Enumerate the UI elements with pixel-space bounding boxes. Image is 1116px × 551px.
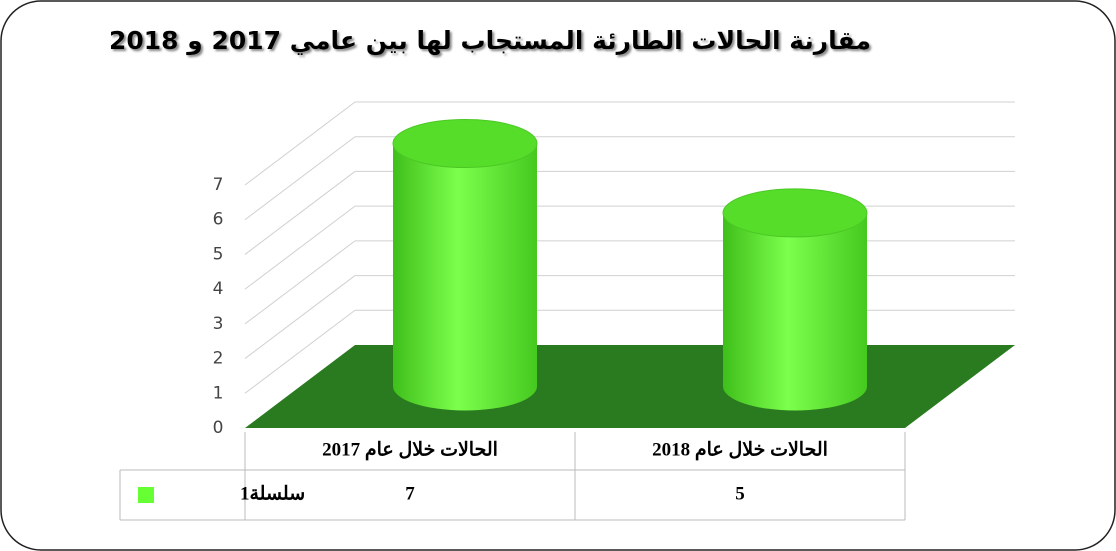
y-tick-label: 3 [213, 314, 224, 334]
y-tick-label: 5 [213, 244, 224, 264]
bar [723, 212, 867, 411]
data-label: 7 [405, 483, 415, 504]
grid-line [244, 275, 356, 359]
grid-line [244, 136, 356, 221]
chart-title: مقارنة الحالات الطارئة المستجاب لها بين … [109, 26, 871, 56]
grid-line [244, 101, 356, 186]
x-tick-label: الحالات خلال عام 2017 [322, 439, 498, 460]
data-label: 5 [735, 483, 745, 504]
grid-line [244, 205, 356, 290]
y-tick-label: 0 [213, 418, 224, 438]
y-tick-label: 6 [213, 210, 224, 230]
y-tick-label: 2 [213, 349, 224, 369]
grid-line [244, 171, 356, 255]
floor [245, 345, 1015, 428]
grid-line [244, 309, 356, 394]
y-tick-label: 1 [213, 383, 224, 403]
bar-top [392, 119, 538, 168]
y-tick-label: 4 [213, 279, 224, 299]
grid-line [244, 240, 356, 325]
bar [393, 143, 537, 411]
x-tick-label: الحالات خلال عام 2018 [652, 439, 828, 460]
legend-label: سلسلة1 [240, 483, 305, 504]
legend-swatch [138, 487, 154, 503]
bar-top [722, 188, 868, 238]
y-tick-label: 7 [213, 175, 224, 195]
